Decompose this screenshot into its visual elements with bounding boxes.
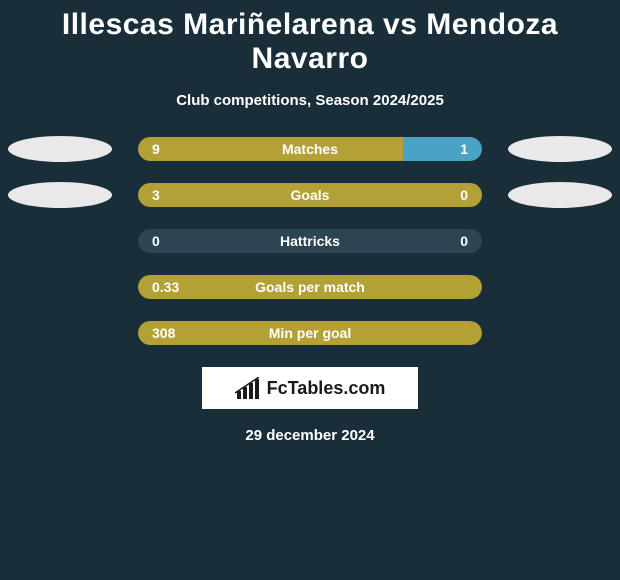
stat-label: Matches (282, 141, 338, 157)
bar-fill-right (403, 137, 482, 161)
page-title: Illescas Mariñelarena vs Mendoza Navarro (0, 8, 620, 76)
stat-value-left: 3 (152, 187, 160, 203)
stat-row: 9 1 Matches (0, 137, 620, 161)
bar-fill-left (138, 137, 403, 161)
stat-label: Goals per match (255, 279, 365, 295)
player-left-oval (8, 182, 112, 208)
stat-value-left: 0 (152, 233, 160, 249)
stat-value-left: 9 (152, 141, 160, 157)
stat-row: 3 0 Goals (0, 183, 620, 207)
stat-label: Goals (291, 187, 330, 203)
stat-bar: 9 1 Matches (138, 137, 482, 161)
stat-bar: 0 0 Hattricks (138, 229, 482, 253)
subtitle: Club competitions, Season 2024/2025 (0, 92, 620, 109)
stat-value-left: 0.33 (152, 279, 179, 295)
player-right-oval (508, 182, 612, 208)
player-right-oval (508, 136, 612, 162)
stat-bar: 308 Min per goal (138, 321, 482, 345)
stat-value-left: 308 (152, 325, 175, 341)
stat-rows: 9 1 Matches 3 0 Goals 0 0 Hattricks 0.33 Goals per… (0, 137, 620, 345)
logo-text: FcTables.com (267, 378, 386, 399)
stat-value-right: 0 (460, 233, 468, 249)
stat-row: 0.33 Goals per match (0, 275, 620, 299)
stat-label: Min per goal (269, 325, 351, 341)
player-left-oval (8, 136, 112, 162)
stat-row: 308 Min per goal (0, 321, 620, 345)
stat-value-right: 1 (460, 141, 468, 157)
stat-label: Hattricks (280, 233, 340, 249)
stat-bar: 3 0 Goals (138, 183, 482, 207)
stat-row: 0 0 Hattricks (0, 229, 620, 253)
comparison-container: Illescas Mariñelarena vs Mendoza Navarro… (0, 0, 620, 444)
logo-box: FcTables.com (202, 367, 418, 409)
date-label: 29 december 2024 (0, 427, 620, 444)
logo-inner: FcTables.com (235, 377, 386, 399)
bar-chart-icon (235, 377, 261, 399)
stat-value-right: 0 (460, 187, 468, 203)
stat-bar: 0.33 Goals per match (138, 275, 482, 299)
